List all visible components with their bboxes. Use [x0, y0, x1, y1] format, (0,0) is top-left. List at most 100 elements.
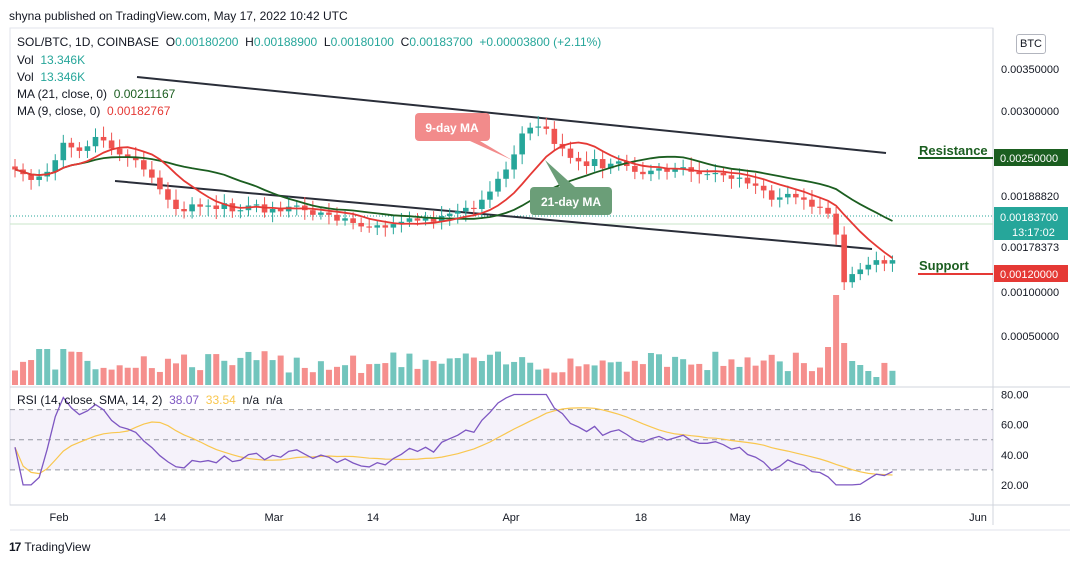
time-tick-label: 14 — [367, 512, 379, 524]
candle-body — [253, 204, 260, 206]
rsi-tick-label: 80.00 — [1001, 390, 1029, 402]
volume-bar — [366, 364, 373, 385]
volume-bar — [350, 355, 357, 385]
volume-bar — [503, 364, 510, 385]
volume-bar — [744, 357, 751, 385]
volume-bar — [607, 362, 614, 385]
volume-bar — [656, 354, 662, 385]
volume-bar — [462, 353, 469, 385]
candle-body — [479, 199, 485, 210]
volume-bar — [197, 370, 204, 385]
candle-body — [446, 213, 453, 216]
volume-bar — [889, 370, 896, 385]
candle-body — [197, 204, 203, 207]
candle-body — [543, 126, 550, 129]
volume-bar — [817, 367, 823, 385]
candle-body — [471, 207, 477, 210]
candle-body — [165, 189, 171, 200]
candle-body — [503, 169, 509, 179]
candles — [12, 116, 896, 291]
volume-bar — [398, 367, 405, 385]
volume-bar — [374, 363, 381, 385]
candle-body — [205, 205, 211, 207]
time-tick-label: 14 — [154, 512, 166, 524]
volume-bar — [551, 372, 558, 385]
volume-bar — [237, 357, 244, 385]
channel-lower — [114, 180, 873, 250]
indicator-ma21[interactable]: MA (21, close, 0) 0.00211167 — [17, 87, 175, 101]
candle-body — [149, 169, 155, 178]
time-tick-label: 16 — [849, 512, 861, 524]
volume-bar — [44, 349, 51, 385]
candle-body — [841, 234, 847, 283]
volume-bar — [696, 363, 703, 385]
price-tick-label: 0.00300000 — [1001, 106, 1059, 118]
volume-bar — [591, 365, 598, 385]
symbol-label: SOL/BTC, 1D, COINBASE — [17, 35, 160, 49]
volume-bar — [20, 361, 27, 385]
candle-body — [599, 159, 606, 169]
volume-bar — [478, 361, 485, 385]
candle-body — [390, 224, 397, 228]
time-tick-label: Jun — [969, 512, 987, 524]
volume-bar — [615, 361, 622, 385]
currency-button[interactable]: BTC — [1016, 34, 1046, 54]
candle-body — [326, 212, 332, 215]
rsi-pane — [10, 393, 993, 486]
price-tick-label: 0.00350000 — [1001, 64, 1059, 76]
candle-body — [36, 176, 42, 180]
candle-body — [567, 148, 574, 158]
candle-body — [213, 205, 220, 210]
volume-bar — [865, 371, 872, 385]
volume-bar — [792, 352, 799, 385]
volume-bar — [567, 358, 574, 385]
candle-body — [704, 174, 711, 176]
volume-bar — [269, 360, 276, 385]
volume-bar — [205, 354, 212, 385]
candle-body — [12, 166, 18, 170]
candle-body — [865, 264, 872, 270]
candle-body — [728, 175, 735, 179]
callouts: 9-day MA 21-day MA — [415, 113, 612, 215]
volume-bar — [12, 370, 18, 385]
volume-bar — [664, 366, 671, 385]
rsi-tick-label: 60.00 — [1001, 420, 1029, 432]
candle-body — [277, 209, 284, 212]
volume-bar — [156, 371, 163, 385]
volume-bar — [720, 365, 727, 385]
rsi-legend[interactable]: RSI (14, close, SMA, 14, 2) 38.07 33.54 … — [17, 393, 283, 407]
time-tick-label: Mar — [265, 512, 284, 524]
volume-bar — [60, 349, 67, 385]
candle-body — [809, 199, 815, 207]
volume-bar — [382, 363, 389, 385]
candle-body — [487, 191, 493, 200]
indicator-vol-2[interactable]: Vol 13.346K — [17, 70, 85, 84]
volume-bar — [430, 361, 437, 385]
brand-name: TradingView — [24, 540, 91, 554]
footer-brand[interactable]: 17 TradingView — [9, 540, 90, 554]
indicator-vol-1[interactable]: Vol 13.346K — [17, 53, 85, 67]
candle-body — [269, 209, 276, 213]
candle-body — [591, 159, 598, 167]
high-value: 0.00188900 — [253, 35, 318, 49]
candle-body — [615, 161, 622, 164]
candle-body — [607, 163, 614, 169]
volume-bar — [728, 359, 735, 385]
rsi-tick-label: 40.00 — [1001, 450, 1029, 462]
ma9-callout-pointer — [470, 141, 512, 160]
volume-bars — [12, 295, 896, 385]
rsi-name: RSI (14, close, SMA, 14, 2) — [17, 393, 163, 407]
candle-body — [406, 218, 413, 222]
candle-body — [656, 168, 662, 171]
candle-body — [535, 126, 542, 128]
candle-body — [92, 136, 99, 147]
ma9-line — [14, 141, 894, 259]
low-label: L — [323, 35, 331, 49]
volume-bar — [680, 359, 687, 385]
resistance-price-text: 0.00250000 — [1000, 153, 1058, 165]
volume-bar — [342, 365, 349, 385]
rsi-sma-line — [14, 407, 893, 476]
indicator-ma9[interactable]: MA (9, close, 0) 0.00182767 — [17, 104, 170, 118]
candle-body — [825, 207, 831, 214]
